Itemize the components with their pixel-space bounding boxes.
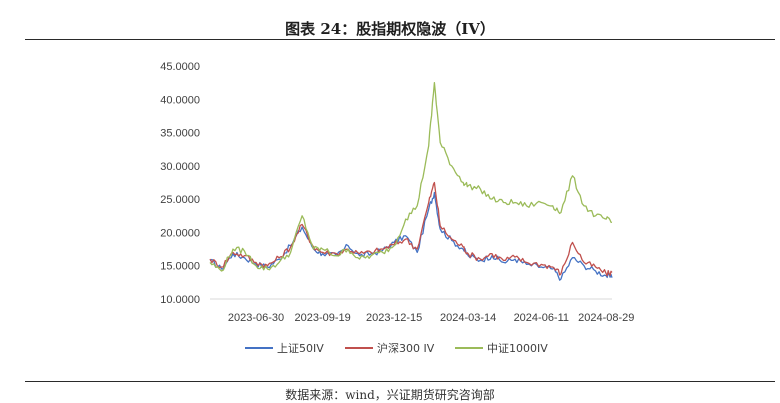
y-tick-label: 20.0000 [160,227,200,239]
x-tick-label: 2023-12-15 [366,312,422,324]
top-rule [25,39,775,40]
chart-title: 图表 24：股指期权隐波（IV） [285,20,495,38]
x-tick-label: 2023-09-19 [294,312,350,324]
y-tick-label: 15.0000 [160,261,200,273]
y-tick-label: 30.0000 [160,161,200,173]
source-note: 数据来源：wind，兴证期货研究咨询部 [285,388,495,402]
y-tick-label: 40.0000 [160,94,200,106]
x-tick-label: 2024-06-11 [514,312,569,324]
y-tick-label: 45.0000 [160,61,200,73]
series-line-3 [209,81,613,272]
iv-line-chart: 10.0000 15.0000 20.0000 25.0000 30.0000 35.00… [160,61,634,355]
bottom-rule [25,381,775,382]
legend-label-3: 中证1000IV [487,342,548,355]
legend-label-2: 沪深300 IV [377,341,435,355]
x-tick-label: 2024-03-14 [440,312,496,324]
y-tick-label: 25.0000 [160,194,200,206]
x-tick-label: 2024-08-29 [578,312,634,324]
title-area: 图表 24：股指期权隐波（IV） [0,0,780,40]
y-tick-label: 35.0000 [160,128,200,140]
legend-label-1: 上证50IV [277,342,324,355]
series-line-2 [209,181,613,277]
y-tick-label: 10.0000 [160,294,200,306]
x-tick-label: 2023-06-30 [228,312,284,324]
